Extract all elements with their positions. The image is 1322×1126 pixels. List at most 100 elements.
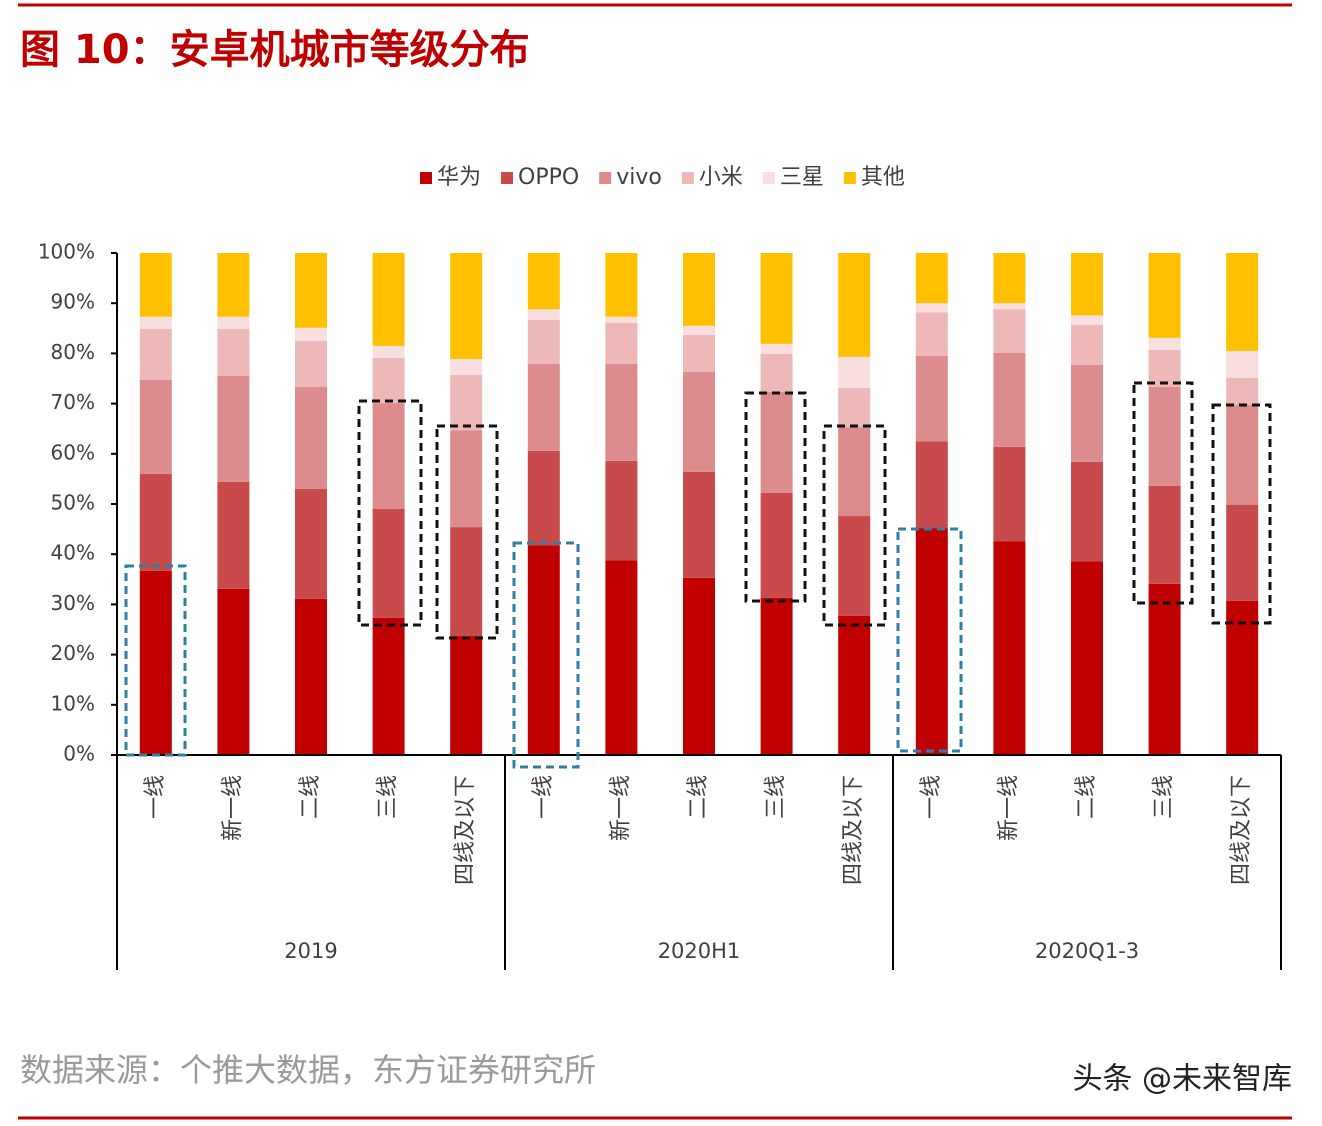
x-tick-label: 一线 [531,775,556,819]
bar-segment [450,253,483,359]
bar-segment [915,355,948,442]
bar-segment [915,312,948,356]
bar-segment [450,374,483,431]
bar-segment [1148,337,1181,350]
bar-segment [993,309,1026,353]
bar-segment [915,253,948,304]
legend-swatch [420,172,432,184]
x-tick-label: 二线 [686,775,711,819]
bar-segment [527,450,560,546]
bar-segment [450,636,483,755]
bar-segment [683,371,715,472]
legend-label: 小米 [699,165,743,190]
bar-segment [295,327,327,341]
bar-segment [1148,485,1181,584]
bar-segment [1071,315,1103,325]
bar-segment [683,471,715,578]
bar-segment [605,316,638,323]
bar-segment [1226,350,1259,378]
bar-segment [605,363,638,461]
x-tick-label: 一线 [143,775,168,819]
x-tick-label: 三线 [1152,775,1177,819]
highlight-box [512,541,580,769]
bar-segment [139,328,172,381]
bar-segment [838,516,871,616]
highlight-box [357,399,423,627]
group-label: 2020Q1-3 [1035,939,1139,963]
bar-segment [993,303,1026,310]
legend-swatch [681,172,694,184]
bar-segment [683,334,715,372]
bar-segment [683,253,715,326]
bar-segment [993,352,1026,447]
y-tick-label: 80% [51,340,95,364]
bar-segment [760,253,793,344]
bar-segment [605,560,638,755]
chart-title: 图 10：安卓机城市等级分布 [20,27,530,73]
bar-segment [295,387,327,489]
bar-segment [1226,377,1259,406]
bar-segment [295,488,327,599]
highlight-boxes [124,381,1272,769]
legend-swatch [501,172,514,184]
bar-segment [683,577,715,755]
legend-swatch [599,172,612,184]
bar-segment [372,403,405,510]
x-tick-label: 新一线 [220,775,245,841]
highlight-box [1211,403,1272,625]
bar-segment [1071,253,1103,316]
x-tick-label: 二线 [1074,775,1099,819]
bar-segment [527,319,560,364]
bar-segment [217,481,250,589]
bar-segment [605,253,638,317]
bar-segment [217,588,250,755]
x-tick-label: 一线 [919,775,944,819]
bar-segment [372,253,405,346]
bar-segment [217,316,250,329]
bar-segment [760,353,793,393]
x-tick-label: 四线及以下 [1229,775,1254,885]
legend-label: 华为 [437,165,481,190]
highlight-box [896,527,963,753]
y-tick-label: 90% [51,290,95,314]
bar-segment [139,570,172,755]
x-tick-label: 新一线 [996,775,1021,841]
bar-segment [605,322,638,364]
bar-segment [139,380,172,474]
bar-segment [217,328,250,376]
bar-segment [838,388,871,428]
bar-segment [838,615,871,755]
bar-segment [527,545,560,755]
plot-area: 0% 10% 20% 30% 40% 50% 60% 70% 80% 90% 100% 一线 新一线 二线… [38,165,1282,970]
bar-segment [1071,561,1103,755]
legend-label: vivo [616,165,662,190]
highlight-box [1132,381,1194,605]
bar-segment [527,309,560,320]
x-tick-label: 三线 [764,775,789,819]
bar-segment [1226,600,1259,755]
y-tick-label: 10% [51,691,95,715]
bar-segment [1148,253,1181,338]
bar-segment [1148,583,1181,755]
bar-segment [295,340,327,388]
bar-segment [838,356,871,389]
bar-segment [605,460,638,561]
highlight-box [435,424,499,640]
bar-segment [1226,405,1259,506]
x-tick-label: 四线及以下 [453,775,478,885]
bar-segment [217,253,250,317]
bar-segment [1226,253,1259,351]
bar-segment [1226,505,1259,601]
y-tick-label: 0% [63,742,95,766]
source-note: 数据来源：个推大数据，东方证券研究所 [20,1051,596,1089]
bar-segment [760,597,793,755]
legend-swatch [843,172,856,184]
highlight-box [124,564,187,757]
bar-segment [1071,364,1103,462]
bar-segment [993,541,1026,755]
bar-segment [139,253,172,317]
bar-segment [450,430,483,528]
bar-segment [760,343,793,354]
bar-segment [372,345,405,358]
